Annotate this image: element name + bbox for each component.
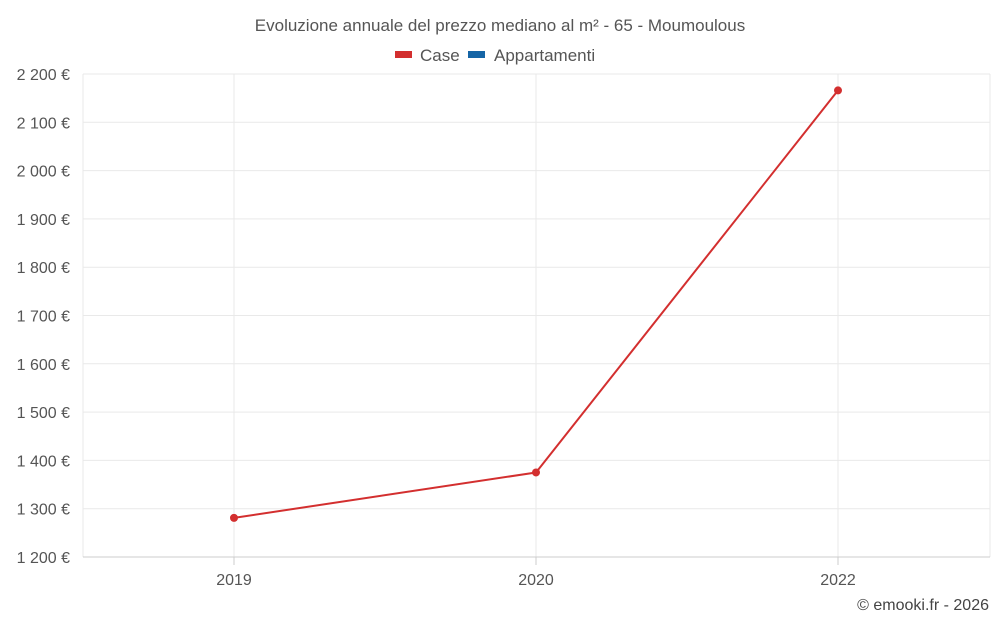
y-tick-label: 1 600 € [17, 357, 70, 374]
chart-title: Evoluzione annuale del prezzo mediano al… [255, 16, 745, 35]
series-layer [230, 86, 842, 522]
y-tick-label: 1 300 € [17, 502, 70, 519]
data-point-case[interactable] [532, 468, 540, 477]
legend-swatch-appartamenti[interactable] [468, 51, 485, 58]
credit-text: © emooki.fr - 2026 [857, 597, 989, 614]
legend: Case Appartamenti [395, 46, 595, 65]
y-tick-label: 1 500 € [17, 405, 70, 422]
y-tick-label: 1 700 € [17, 309, 70, 326]
y-tick-label: 2 100 € [17, 115, 70, 132]
data-point-case[interactable] [834, 86, 842, 95]
y-tick-label: 1 400 € [17, 453, 70, 470]
x-tick-label: 2020 [518, 572, 554, 589]
y-tick-label: 2 200 € [17, 67, 70, 84]
x-tick-label: 2019 [216, 572, 252, 589]
x-tick-label: 2022 [820, 572, 856, 589]
y-tick-label: 1 200 € [17, 550, 70, 567]
data-point-case[interactable] [230, 513, 238, 522]
y-tick-label: 1 900 € [17, 212, 70, 229]
legend-label-appartamenti[interactable]: Appartamenti [494, 46, 595, 65]
legend-label-case[interactable]: Case [420, 46, 460, 65]
grid [82, 73, 991, 557]
y-tick-label: 1 800 € [17, 260, 70, 277]
y-tick-label: 2 000 € [17, 164, 70, 181]
axes: 1 200 € 1 300 € 1 400 € 1 500 € 1 600 € 1 700… [17, 67, 990, 589]
legend-swatch-case[interactable] [395, 51, 412, 58]
